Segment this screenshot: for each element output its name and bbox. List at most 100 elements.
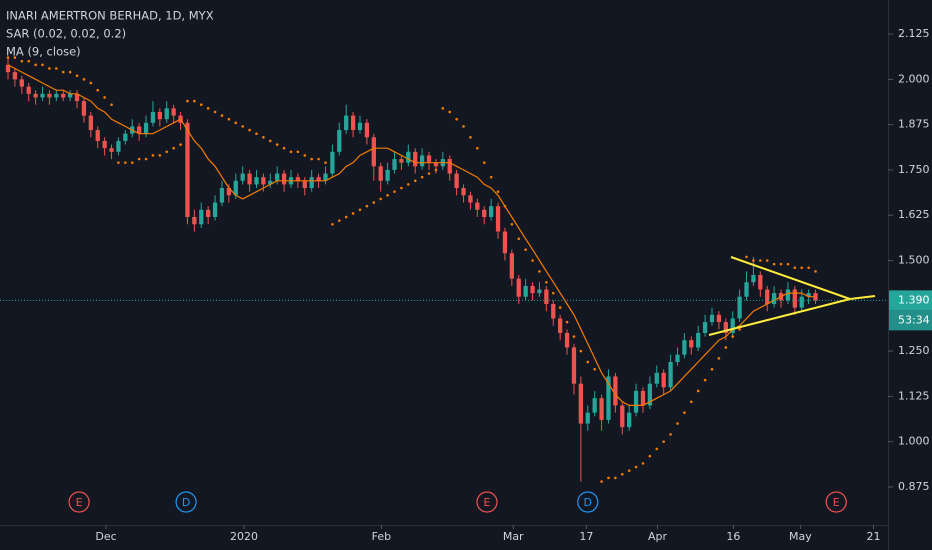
sar-dot: [27, 59, 31, 63]
sar-dot: [158, 154, 162, 157]
sar-dot: [227, 117, 231, 121]
sar-dot: [710, 367, 714, 371]
sar-dot: [137, 157, 141, 161]
candle-body: [406, 151, 411, 163]
candle-body: [606, 376, 611, 420]
candle-body: [164, 108, 169, 120]
sar-dot: [738, 328, 741, 331]
sar-dot: [676, 422, 679, 425]
candle-body: [350, 115, 356, 131]
candle-body: [206, 209, 211, 218]
candle-body: [468, 195, 473, 203]
sar-dot: [61, 70, 65, 74]
sar-dot: [386, 193, 389, 197]
sar-dot: [765, 259, 769, 262]
sar-dot: [600, 480, 603, 483]
candle-body: [723, 322, 728, 333]
candle-body: [627, 412, 632, 428]
candle-body: [737, 296, 742, 319]
candle-body: [150, 111, 156, 123]
sar-dot: [662, 440, 665, 443]
trend-line[interactable]: [849, 295, 876, 300]
y-tick-label: 1.875: [898, 118, 930, 131]
sar-dot: [282, 146, 286, 150]
event-label: E: [484, 496, 491, 509]
sar-dot: [296, 150, 300, 154]
sar-dot: [503, 204, 507, 208]
sar-dot: [558, 306, 562, 309]
candle-body: [95, 130, 100, 141]
candle-body: [682, 340, 687, 355]
candle-body: [558, 318, 563, 333]
y-tick-label: 2.125: [898, 27, 930, 40]
sar-dot: [179, 143, 182, 146]
x-tick-label: 17: [579, 530, 593, 543]
candle-body: [620, 405, 625, 428]
candle-body: [61, 93, 66, 98]
candle-body: [185, 122, 190, 218]
sar-dot: [262, 136, 265, 139]
candle-body: [143, 122, 149, 134]
candle-body: [696, 332, 701, 348]
sar-dot: [614, 476, 617, 480]
candle-body: [758, 275, 763, 290]
x-tick-label: 16: [726, 530, 740, 543]
candle-body: [371, 137, 376, 167]
candle-body: [295, 177, 301, 181]
candle-body: [26, 86, 31, 94]
sar-dot: [310, 157, 313, 161]
candle-body: [254, 177, 259, 185]
candle-body: [433, 162, 439, 167]
candle-body: [102, 140, 107, 149]
candle-body: [426, 155, 432, 163]
candle-body: [12, 72, 18, 80]
y-tick-label: 1.625: [898, 208, 930, 221]
x-tick-label: Apr: [648, 530, 668, 543]
sar-dot: [772, 262, 776, 266]
countdown-box: [889, 310, 932, 331]
candle-body: [67, 93, 73, 98]
event-marker: [577, 491, 599, 513]
trend-line[interactable]: [730, 256, 851, 300]
sar-dot: [220, 114, 224, 117]
sar-dot: [524, 248, 527, 251]
sar-dot: [331, 222, 334, 226]
event-label: E: [833, 496, 840, 509]
sar-dot: [689, 400, 693, 404]
candle-body: [33, 93, 38, 98]
sar-dot: [641, 462, 645, 465]
sar-dot: [807, 266, 810, 270]
sar-dot: [241, 125, 244, 128]
sar-dot: [669, 433, 672, 436]
triangle-drawing[interactable]: [708, 256, 876, 336]
sar-dot: [565, 320, 569, 324]
candle-body: [702, 322, 708, 333]
candle-body: [81, 101, 87, 116]
sar-dot: [586, 360, 590, 364]
candle-body: [323, 173, 328, 181]
sar-dot: [572, 335, 576, 338]
sar-dot: [351, 212, 355, 215]
sar-dot: [206, 107, 210, 110]
sar-dot: [724, 346, 728, 349]
candle-body: [744, 282, 749, 297]
sar-dot: [379, 197, 383, 201]
sar-dot: [510, 222, 514, 226]
trend-line[interactable]: [708, 298, 851, 336]
sar-dot: [165, 150, 169, 154]
sar-dot: [358, 208, 362, 212]
sar-dot: [372, 201, 376, 204]
sar-dot: [752, 259, 755, 262]
sar-dot: [289, 150, 293, 154]
candle-body: [751, 275, 756, 283]
sar-dot: [538, 270, 541, 273]
candle-body: [716, 314, 722, 323]
candle-body: [640, 390, 646, 406]
sar-dot: [427, 172, 431, 175]
candle-body: [302, 180, 307, 189]
sar-dot: [731, 335, 735, 338]
y-tick-label: 2.000: [898, 72, 930, 85]
candle-body: [5, 64, 11, 73]
candle-body: [378, 166, 383, 181]
event-label: D: [182, 496, 190, 509]
